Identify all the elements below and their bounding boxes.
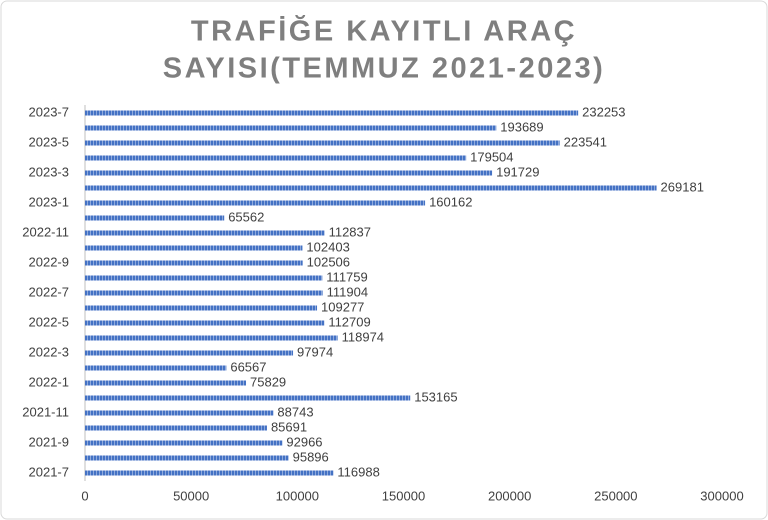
data-label: 65562 bbox=[228, 209, 264, 224]
data-label: 153165 bbox=[414, 389, 457, 404]
data-label: 97974 bbox=[297, 344, 333, 359]
data-label: 179504 bbox=[470, 149, 513, 164]
data-label: 66567 bbox=[230, 359, 266, 374]
y-tick-label: 2023-3 bbox=[29, 164, 69, 179]
bar bbox=[85, 440, 283, 446]
x-tick-label: 200000 bbox=[488, 488, 531, 503]
data-label: 85691 bbox=[271, 419, 307, 434]
bar bbox=[85, 335, 338, 341]
chart-title: SAYISI(TEMMUZ 2021-2023) bbox=[163, 53, 606, 85]
data-label: 160162 bbox=[429, 194, 472, 209]
y-tick-label: 2021-9 bbox=[29, 434, 69, 449]
y-tick-label: 2022-9 bbox=[29, 254, 69, 269]
data-label: 193689 bbox=[500, 119, 543, 134]
bar bbox=[85, 320, 325, 326]
y-tick-label: 2022-5 bbox=[29, 314, 69, 329]
x-tick-label: 50000 bbox=[173, 488, 209, 503]
data-label: 102403 bbox=[306, 239, 349, 254]
data-label: 223541 bbox=[564, 134, 607, 149]
data-label: 75829 bbox=[250, 374, 286, 389]
bar bbox=[85, 185, 657, 191]
y-tick-label: 2021-11 bbox=[22, 404, 69, 419]
x-tick-label: 100000 bbox=[276, 488, 319, 503]
y-tick-label: 2023-5 bbox=[29, 134, 69, 149]
bar bbox=[85, 110, 579, 116]
bar bbox=[85, 350, 294, 356]
bar bbox=[85, 305, 318, 311]
data-label: 118974 bbox=[342, 329, 384, 344]
bar bbox=[85, 260, 303, 266]
data-label: 116988 bbox=[337, 464, 379, 479]
y-tick-label: 2023-7 bbox=[29, 104, 69, 119]
x-tick-label: 300000 bbox=[700, 488, 743, 503]
x-tick-label: 0 bbox=[81, 488, 88, 503]
chart-title: TRAFİĞE KAYITLI ARAÇ bbox=[191, 14, 577, 48]
y-tick-label: 2021-7 bbox=[29, 464, 69, 479]
bar bbox=[85, 155, 467, 161]
data-label: 95896 bbox=[293, 449, 329, 464]
bar bbox=[85, 455, 289, 461]
data-label: 111759 bbox=[326, 269, 367, 284]
data-label: 112837 bbox=[329, 224, 371, 239]
data-label: 88743 bbox=[277, 404, 313, 419]
y-tick-label: 2022-1 bbox=[29, 374, 69, 389]
bar bbox=[85, 380, 247, 386]
data-label: 112709 bbox=[328, 314, 370, 329]
data-label: 92966 bbox=[286, 434, 322, 449]
data-label: 232253 bbox=[582, 104, 625, 119]
bar bbox=[85, 200, 426, 206]
data-label: 269181 bbox=[661, 179, 704, 194]
y-tick-label: 2023-1 bbox=[29, 194, 69, 209]
data-label: 109277 bbox=[321, 299, 364, 314]
bar bbox=[85, 410, 274, 416]
bar bbox=[85, 170, 493, 176]
x-tick-label: 150000 bbox=[382, 488, 425, 503]
bar bbox=[85, 215, 225, 221]
bar bbox=[85, 395, 411, 401]
bar bbox=[85, 290, 323, 296]
x-tick-label: 250000 bbox=[594, 488, 637, 503]
y-tick-label: 2022-11 bbox=[22, 224, 69, 239]
bar bbox=[85, 230, 325, 236]
bar bbox=[85, 425, 267, 431]
data-label: 111904 bbox=[327, 284, 368, 299]
bar bbox=[85, 275, 323, 281]
y-tick-label: 2022-7 bbox=[29, 284, 69, 299]
data-label: 102506 bbox=[307, 254, 350, 269]
bar bbox=[85, 365, 227, 371]
y-tick-label: 2022-3 bbox=[29, 344, 69, 359]
bar bbox=[85, 140, 560, 146]
bar bbox=[85, 470, 334, 476]
data-label: 191729 bbox=[496, 164, 539, 179]
bar bbox=[85, 245, 303, 251]
bar bbox=[85, 125, 497, 131]
